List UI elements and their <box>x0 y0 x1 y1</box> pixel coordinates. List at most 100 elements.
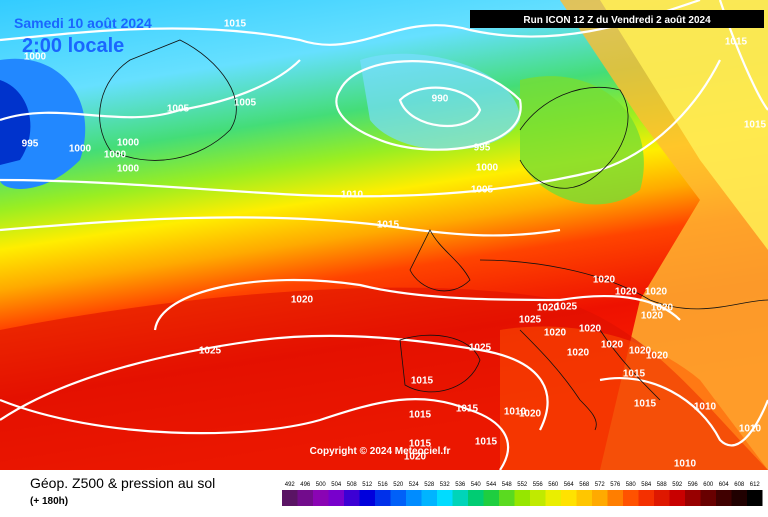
scale-swatch <box>716 490 732 506</box>
scale-swatch <box>623 490 639 506</box>
isobar-label: 1015 <box>409 410 432 421</box>
isobar-label: 1005 <box>167 104 190 115</box>
scale-swatch <box>514 490 530 506</box>
scale-label: 508 <box>347 482 358 488</box>
scale-swatch <box>576 490 592 506</box>
coastlines <box>99 39 768 431</box>
scale-swatch <box>561 490 577 506</box>
isobar-label: 1015 <box>744 120 767 131</box>
scale-swatch <box>483 490 499 506</box>
isobar-label: 1025 <box>519 315 542 326</box>
scale-label: 580 <box>626 482 637 488</box>
scale-label: 576 <box>610 482 621 488</box>
scale-label: 584 <box>641 482 652 488</box>
isobar-label: 1010 <box>674 459 697 470</box>
scale-label: 536 <box>455 482 466 488</box>
isobar-label: 1025 <box>469 343 492 354</box>
isobar-label: 1015 <box>411 376 434 387</box>
isobar-label: 1025 <box>199 346 222 357</box>
isobar-label: 995 <box>474 143 491 154</box>
scale-swatch <box>437 490 453 506</box>
scale-label: 544 <box>486 482 497 488</box>
scale-label: 568 <box>579 482 590 488</box>
map-field <box>0 0 768 470</box>
scale-label: 564 <box>564 482 575 488</box>
copyright: Copyright © 2024 Meteociel.fr <box>310 446 451 457</box>
isobar-label: 1015 <box>725 37 748 48</box>
scale-label: 532 <box>440 482 451 488</box>
scale-label: 588 <box>657 482 668 488</box>
scale-swatch <box>297 490 313 506</box>
isobar-label: 1020 <box>291 295 314 306</box>
isobar-label: 1010 <box>341 190 364 201</box>
scale-swatch <box>638 490 654 506</box>
isobar-label: 1020 <box>601 340 624 351</box>
scale-label: 552 <box>517 482 528 488</box>
scale-swatch <box>747 490 763 506</box>
isobar-label: 1020 <box>615 287 638 298</box>
scale-swatch <box>700 490 716 506</box>
scale-swatch <box>328 490 344 506</box>
scale-label: 600 <box>703 482 714 488</box>
valid-date: Samedi 10 août 2024 <box>14 15 152 31</box>
scale-label: 592 <box>672 482 683 488</box>
isobar-label: 1020 <box>544 328 567 339</box>
scale-swatch <box>359 490 375 506</box>
isobar-label: 1020 <box>645 287 668 298</box>
local-time: 2:00 locale <box>22 35 124 57</box>
scale-label: 604 <box>719 482 730 488</box>
isobar-label: 1020 <box>646 351 669 362</box>
scale-swatch <box>731 490 747 506</box>
isobar-label: 1000 <box>69 144 92 155</box>
isobar-label: 1020 <box>651 303 674 314</box>
isobar-label: 1020 <box>404 452 427 463</box>
scale-swatch <box>607 490 623 506</box>
isobar-label: 1015 <box>409 439 432 450</box>
isobar-label: 1000 <box>117 138 140 149</box>
run-box <box>470 10 764 28</box>
scale-swatch <box>669 490 685 506</box>
isobar-label: 1000 <box>117 164 140 175</box>
scale-label: 496 <box>300 482 311 488</box>
scale-label: 560 <box>548 482 559 488</box>
isobar-label: 1015 <box>475 437 498 448</box>
isobar-label: 1010 <box>739 424 762 435</box>
isobar-label: 995 <box>22 139 39 150</box>
scale-swatch <box>499 490 515 506</box>
scale-swatch <box>654 490 670 506</box>
isobar-label: 1015 <box>224 19 247 30</box>
scale-label: 500 <box>316 482 327 488</box>
isobar-label: 1025 <box>555 302 578 313</box>
scale-label: 512 <box>362 482 373 488</box>
isobar-label: 990 <box>432 94 449 105</box>
isobar-label: 1015 <box>377 220 400 231</box>
isobar-label: 1020 <box>641 311 664 322</box>
isobar-label: 1010 <box>694 402 717 413</box>
scale-swatch <box>530 490 546 506</box>
isobar-label: 1010 <box>504 407 527 418</box>
scale-label: 572 <box>595 482 606 488</box>
scale-label: 524 <box>409 482 420 488</box>
isobar-label: 1020 <box>519 409 542 420</box>
lead-time: (+ 180h) <box>30 496 68 507</box>
run-info: Run ICON 12 Z du Vendredi 2 août 2024 <box>523 15 711 26</box>
isobar-label: 1020 <box>537 303 560 314</box>
scale-swatch <box>313 490 329 506</box>
scale-swatch <box>545 490 561 506</box>
scale-swatch <box>406 490 422 506</box>
isobar-label: 1015 <box>634 399 657 410</box>
scale-label: 520 <box>393 482 404 488</box>
scale-swatch <box>390 490 406 506</box>
scale-label: 504 <box>331 482 342 488</box>
isobars <box>0 0 768 470</box>
scale-label: 608 <box>734 482 745 488</box>
scale-label: 556 <box>533 482 544 488</box>
scale-label: 540 <box>471 482 482 488</box>
isobar-label: 1000 <box>24 52 47 63</box>
scale-swatch <box>685 490 701 506</box>
scale-swatch <box>421 490 437 506</box>
scale-swatch <box>375 490 391 506</box>
isobar-label: 1015 <box>456 404 479 415</box>
isobar-label: 1020 <box>567 348 590 359</box>
